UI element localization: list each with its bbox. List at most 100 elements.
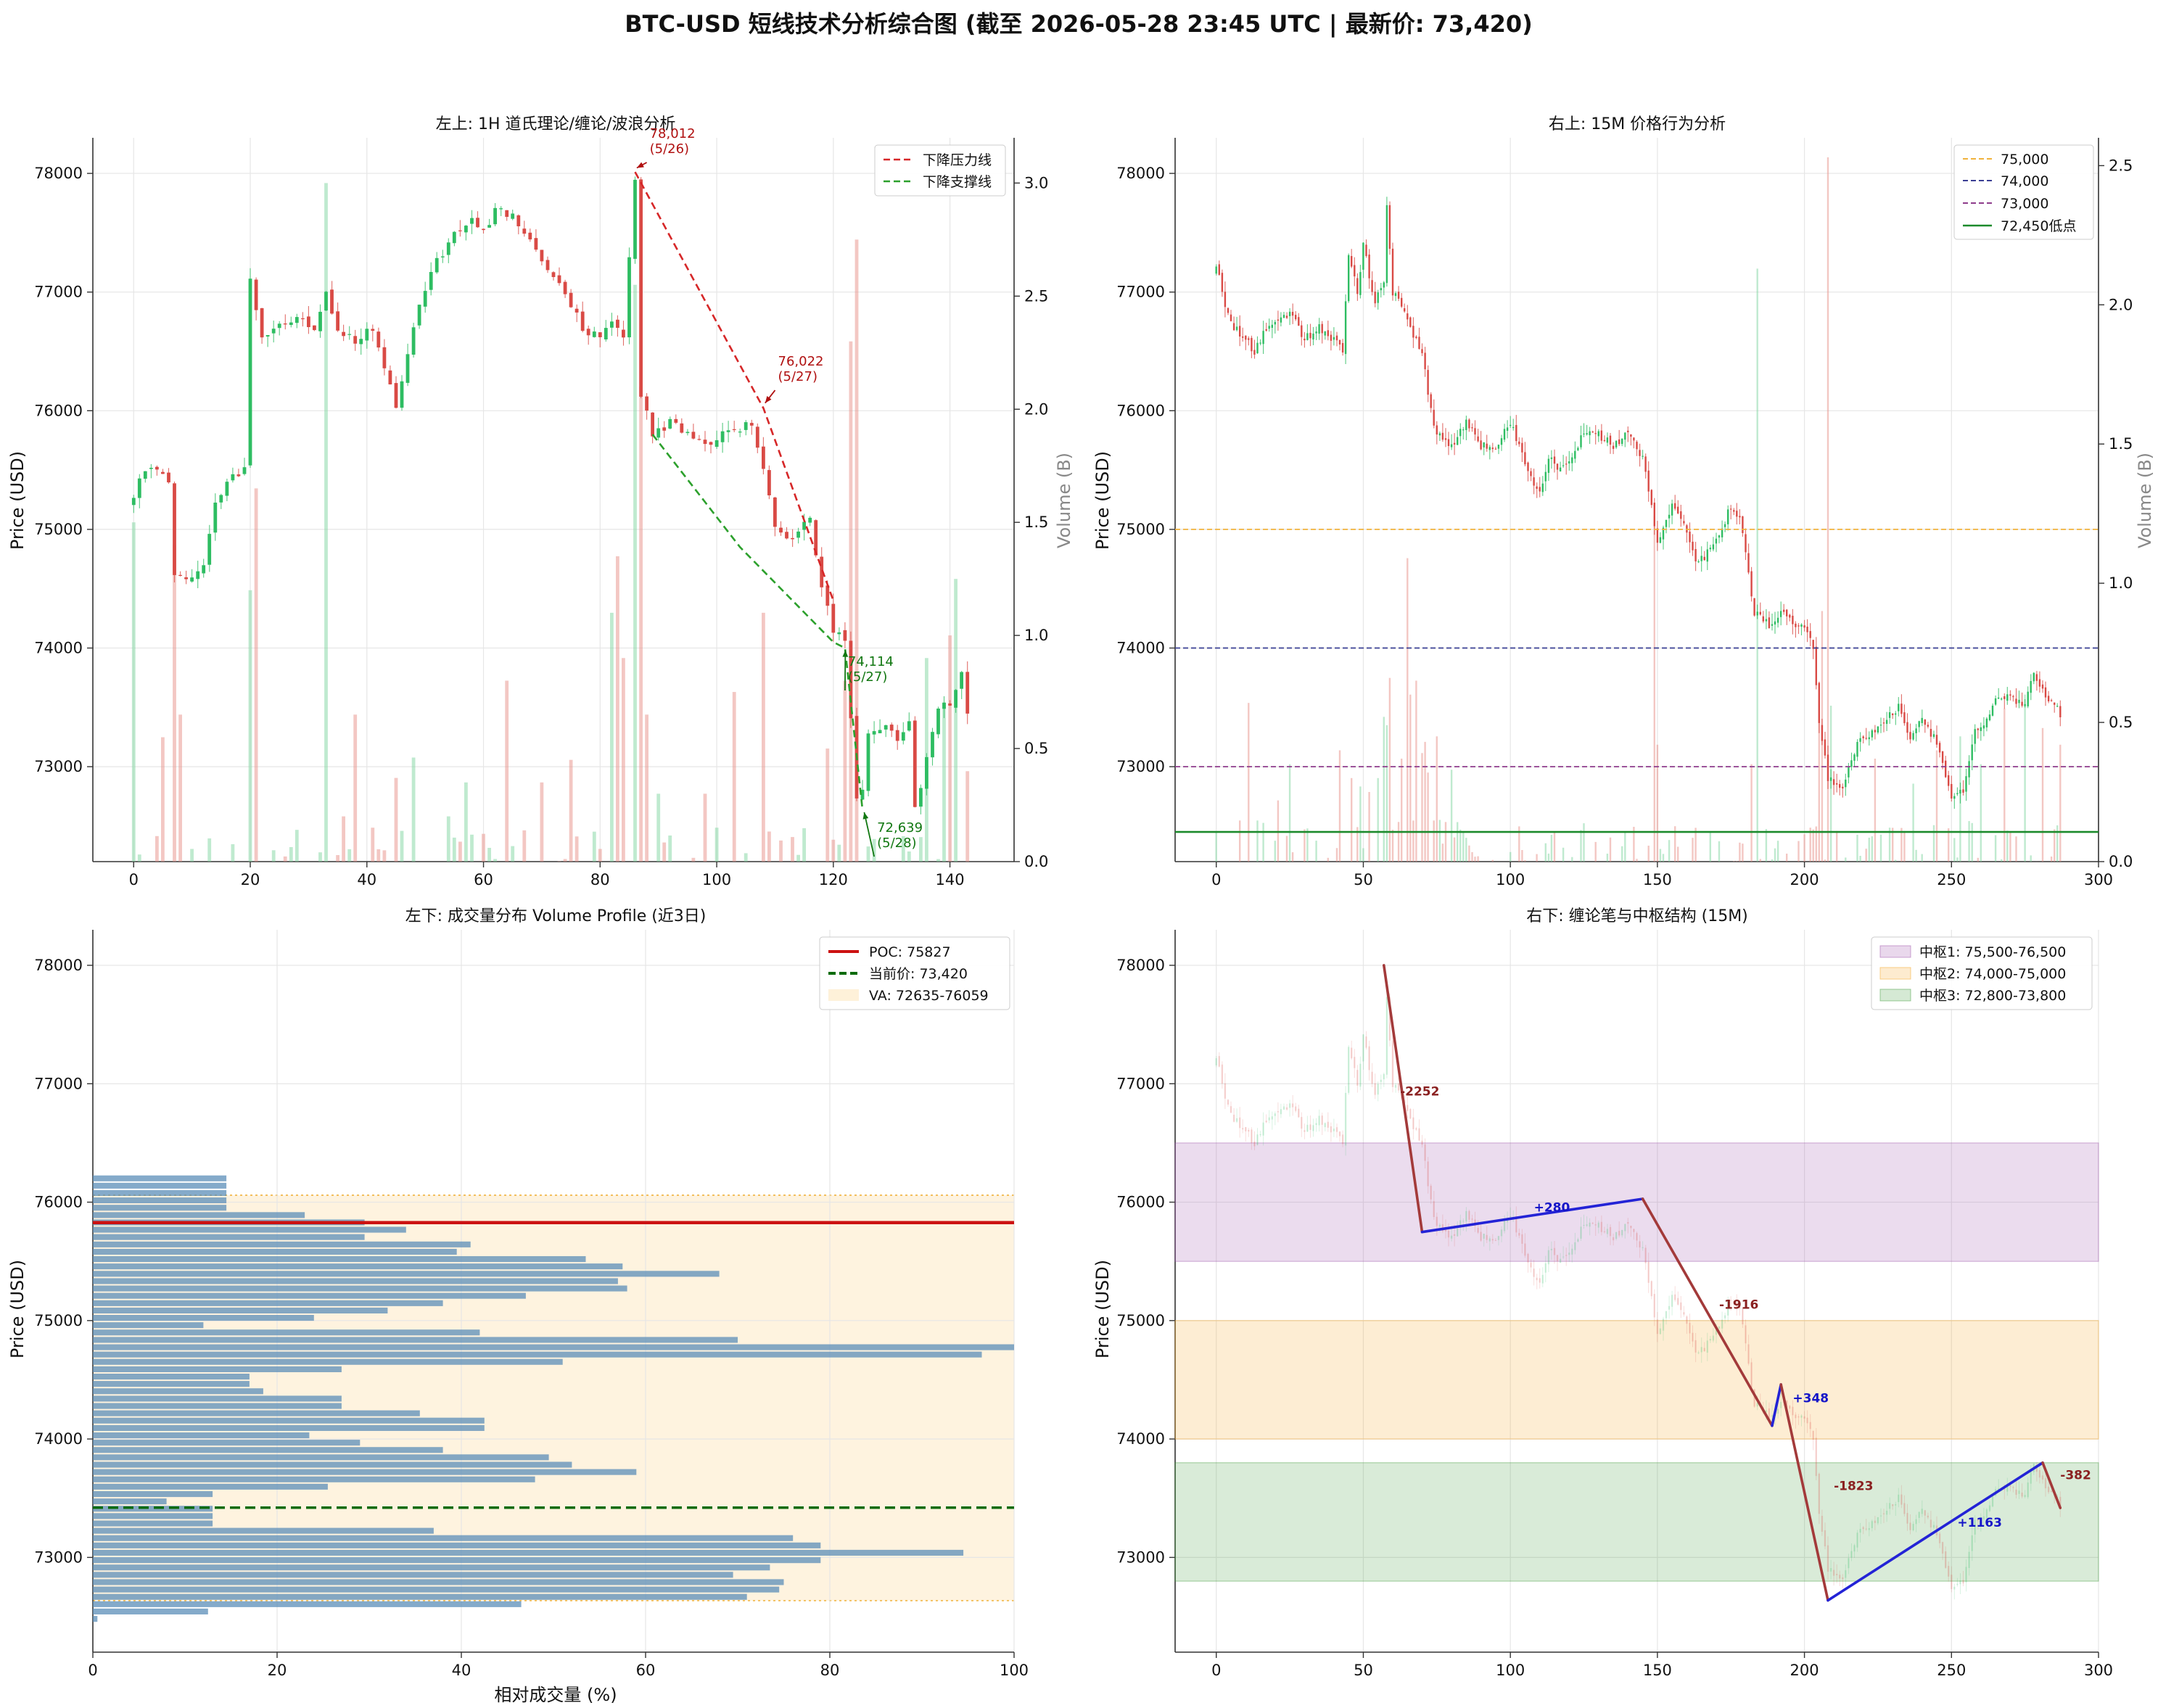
volume-bar: [1215, 832, 1217, 862]
trace-body: [1868, 1528, 1870, 1530]
trace-body: [1815, 1437, 1817, 1477]
candle-body: [411, 327, 416, 355]
candle-body: [1797, 625, 1800, 627]
legend-tr: 75,000 74,000 73,000 72,450低点: [1953, 144, 2094, 240]
trace-body: [1280, 1109, 1282, 1115]
candle-body: [2035, 674, 2038, 681]
y2-tick-label: 1.5: [1024, 513, 1048, 531]
candle-body: [1806, 627, 1808, 632]
volume-bar: [796, 854, 800, 862]
candle-body: [1288, 311, 1291, 316]
trace-body: [1918, 1511, 1920, 1518]
annotation-arrowhead: [862, 812, 869, 820]
trace-body: [2047, 1486, 2050, 1493]
annotation-price: 78,012: [650, 126, 696, 141]
trace-body: [1218, 1056, 1220, 1067]
candle-body: [1248, 338, 1250, 340]
candle-body: [522, 228, 527, 234]
chan-stroke: [1641, 1197, 1774, 1427]
candle-body: [1256, 342, 1259, 354]
candle-body: [808, 517, 812, 523]
volume-bar: [1718, 841, 1721, 862]
trace-body: [1915, 1519, 1917, 1525]
trace-body: [1488, 1238, 1491, 1242]
volume-bar: [1421, 753, 1423, 862]
volume-bar: [1433, 820, 1435, 862]
candle-body: [656, 428, 661, 438]
trace-body: [1438, 1224, 1441, 1227]
figure-title: BTC-USD 短线技术分析综合图 (截至 2026-05-28 23:45 U…: [625, 10, 1533, 38]
trace-body: [1786, 1400, 1788, 1408]
trace-body: [1821, 1516, 1824, 1532]
x-tick-label: 0: [88, 1662, 97, 1679]
candle-body: [1636, 442, 1638, 450]
trace-body: [1700, 1347, 1702, 1353]
chan-stroke: [1771, 1383, 1782, 1427]
legend-tl: 下降压力线 下降支撑线: [874, 144, 1006, 197]
trace-body: [1671, 1295, 1673, 1307]
volume-bar: [563, 859, 567, 862]
candle-body: [161, 471, 165, 474]
x-tick-label: 200: [1790, 1662, 1819, 1679]
volume-bar: [505, 680, 509, 862]
volume-bar: [866, 846, 870, 862]
candle-body: [1868, 737, 1870, 740]
candle-body: [925, 756, 928, 789]
trace-body: [1486, 1234, 1488, 1240]
candle-body: [1282, 315, 1285, 318]
trace-body: [1771, 1415, 1774, 1417]
volume-bar: [849, 341, 853, 862]
profile-bar: [93, 1513, 213, 1519]
trace-body: [1245, 1127, 1247, 1131]
y2-tick-label: 2.5: [1024, 287, 1048, 305]
volume-bar: [376, 849, 381, 862]
candle-body: [1530, 471, 1532, 476]
y-tick-label: 74000: [1116, 640, 1165, 657]
volume-bar: [318, 852, 322, 862]
candle-body: [1488, 447, 1491, 450]
y-tick-label: 75000: [34, 521, 83, 538]
candle-body: [1745, 534, 1747, 553]
candle-body: [2021, 701, 2023, 706]
trace-body: [1803, 1416, 1805, 1419]
trace-body: [1447, 1230, 1450, 1238]
ylabel-br: Price (USD): [1092, 1260, 1113, 1358]
trace-body: [1412, 1117, 1414, 1129]
legend-bl-poc: POC: 75827: [869, 944, 951, 960]
candle-body: [1882, 722, 1885, 724]
candle-body: [1792, 616, 1794, 624]
candle-body: [1600, 430, 1602, 441]
volume-bar: [1580, 830, 1582, 862]
volume-bar: [1774, 848, 1776, 862]
volume-bar: [1621, 846, 1623, 862]
volume-bar: [1401, 759, 1403, 862]
candle-body: [1988, 714, 1991, 721]
candle-body: [1668, 514, 1671, 519]
candle-body: [1242, 336, 1244, 338]
candle-body: [1533, 477, 1535, 486]
candle-body: [796, 531, 800, 538]
volume-bar: [901, 836, 905, 862]
profile-bar: [93, 1506, 213, 1512]
candle-body: [353, 336, 358, 344]
profile-bar: [93, 1292, 526, 1299]
trace-body: [1895, 1504, 1897, 1506]
candle-body: [1736, 511, 1738, 517]
candle-body: [1344, 301, 1347, 355]
trace-body: [1409, 1109, 1412, 1119]
candle-body: [1586, 433, 1588, 434]
trace-body: [1956, 1583, 1959, 1585]
profile-bar: [93, 1564, 770, 1571]
trace-body: [1277, 1111, 1280, 1113]
candle-body: [1371, 280, 1373, 292]
candle-body: [1380, 288, 1382, 291]
candle-body: [965, 672, 970, 714]
trace-body: [1421, 1140, 1423, 1145]
trace-body: [1544, 1263, 1547, 1273]
y2-tick-label: 2.0: [2109, 296, 2133, 313]
trace-body: [1829, 1568, 1832, 1572]
x-tick-label: 150: [1643, 1662, 1672, 1679]
profile-bar: [93, 1535, 794, 1541]
y-tick-label: 74000: [34, 640, 83, 657]
x-tick-label: 50: [1354, 1662, 1373, 1679]
